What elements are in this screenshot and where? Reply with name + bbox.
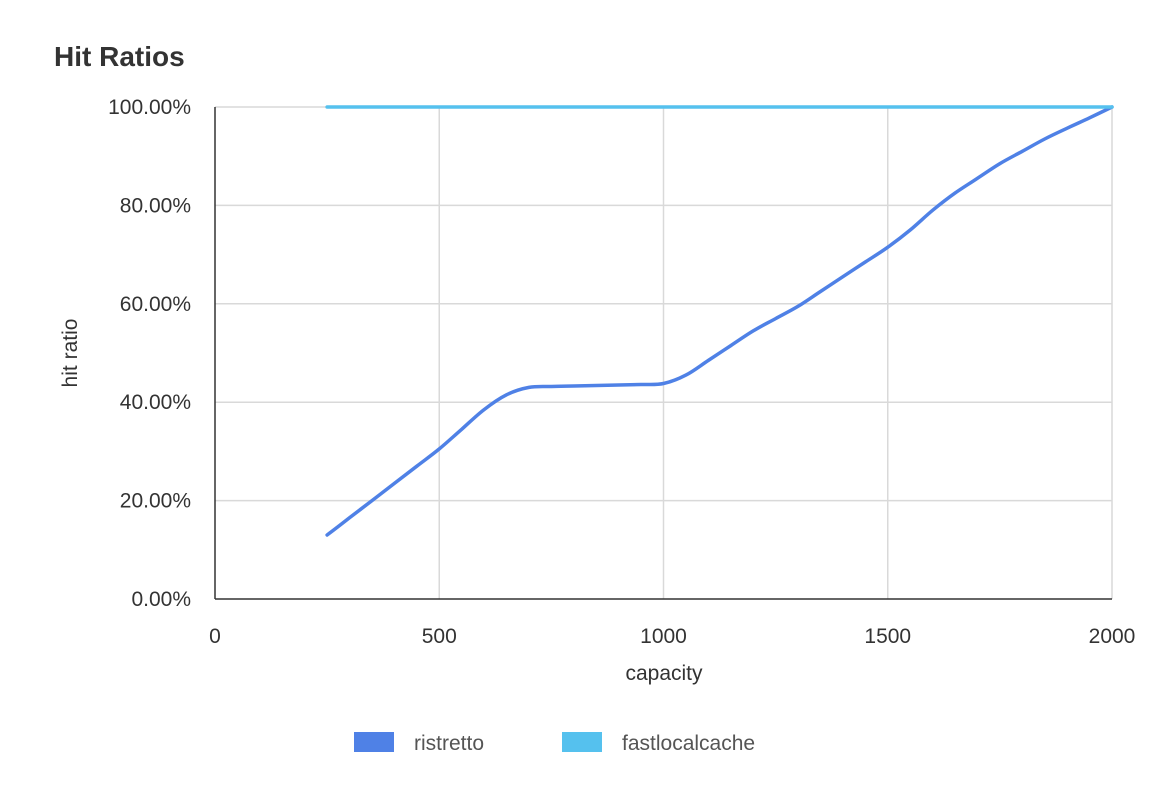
x-tick-label: 0 (209, 625, 221, 648)
y-tick-label: 20.00% (120, 490, 191, 513)
legend-label: ristretto (414, 732, 484, 755)
axes (214, 107, 1112, 600)
series-lines (325, 105, 1114, 537)
legend-label: fastlocalcache (622, 732, 755, 755)
tick-labels: 0.00% 20.00% 40.00% 60.00% 80.00% 100.00% 0 500… (108, 96, 1135, 648)
x-axis-label: capacity (625, 662, 703, 685)
x-tick-label: 2000 (1089, 625, 1136, 648)
x-tick-label: 500 (422, 625, 457, 648)
legend-item-ristretto: ristretto (354, 732, 484, 755)
y-tick-label: 0.00% (131, 588, 191, 611)
legend-swatch (562, 732, 602, 752)
legend: ristretto fastlocalcache (354, 732, 755, 755)
y-tick-label: 40.00% (120, 391, 191, 414)
y-tick-label: 100.00% (108, 96, 191, 119)
series-line-ristretto (325, 105, 1114, 537)
legend-item-fastlocalcache: fastlocalcache (562, 732, 755, 755)
y-axis-label: hit ratio (59, 319, 82, 388)
y-tick-label: 80.00% (120, 194, 191, 217)
grid-lines (215, 106, 1113, 599)
x-tick-label: 1500 (864, 625, 911, 648)
x-tick-label: 1000 (640, 625, 687, 648)
chart-title: Hit Ratios (54, 41, 185, 72)
y-tick-label: 60.00% (120, 293, 191, 316)
legend-swatch (354, 732, 394, 752)
